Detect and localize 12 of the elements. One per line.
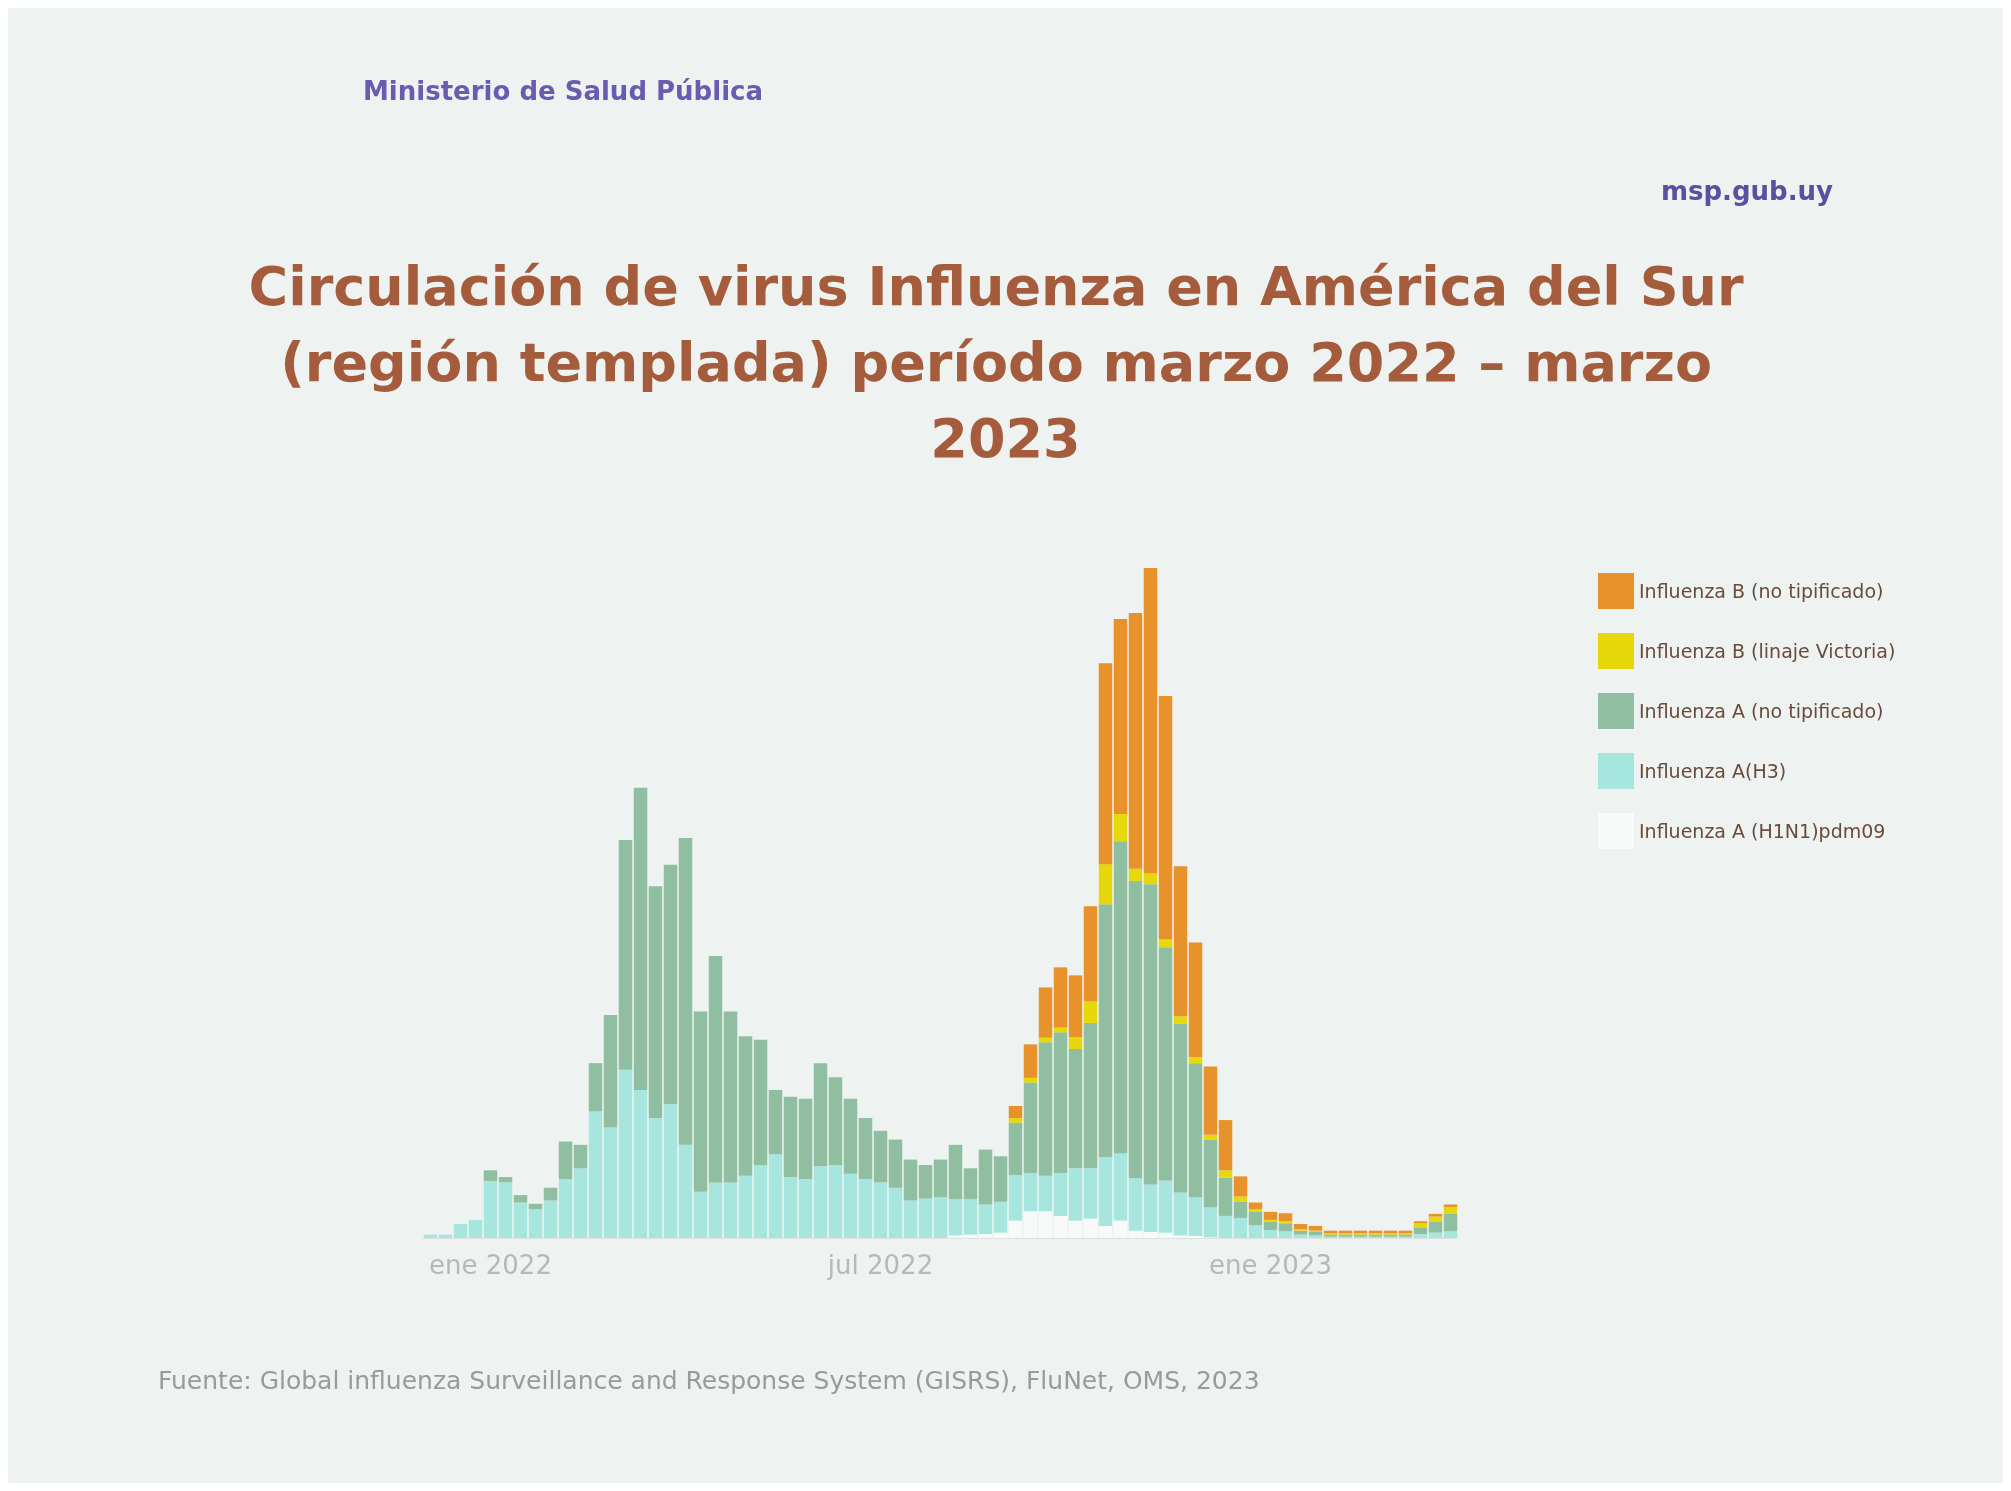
x-tick-label: ene 2022 <box>429 1250 552 1280</box>
x-tick-label: ene 2023 <box>1209 1250 1332 1280</box>
text: msp.gub.uy <box>1660 176 1834 206</box>
legend-label: Influenza A(H3) <box>1639 760 1787 782</box>
chart-title: Circulación de virus Influenza en América del Sur (región templada) período marzo 2022 – marzo 2023 <box>248 254 1763 470</box>
x-tick-label: jul 2022 <box>826 1250 934 1280</box>
legend-label: Influenza A (no tipificado) <box>1639 700 1884 722</box>
text: Ministerio de Salud Pública <box>363 76 764 106</box>
legend-label: Influenza A (H1N1)pdm09 <box>1639 820 1886 842</box>
legend-label: Influenza B (linaje Victoria) <box>1639 640 1896 662</box>
legend-label: Influenza B (no tipificado) <box>1639 580 1884 602</box>
source-note: Fuente: Global influenza Surveillance and Response System (GISRS), FluNet, OMS, 2023 <box>158 1366 1260 1395</box>
